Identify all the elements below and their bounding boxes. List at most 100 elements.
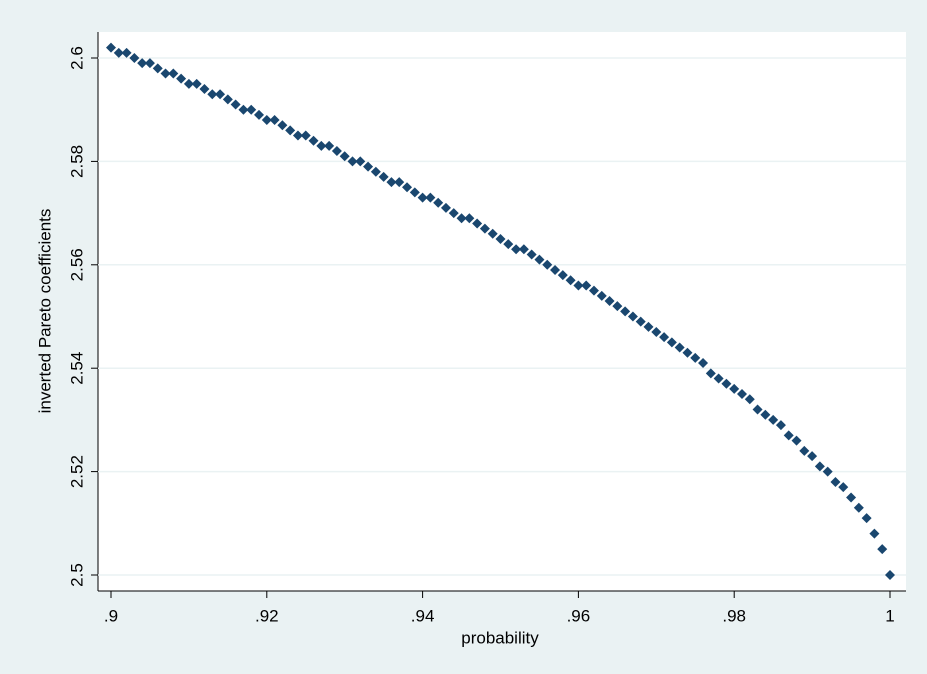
data-point	[596, 290, 607, 301]
y-tick-label: 2.56	[67, 248, 86, 281]
data-point	[627, 311, 638, 322]
data-point	[324, 140, 335, 151]
x-tick-label: .98	[722, 606, 746, 625]
data-point	[511, 244, 522, 255]
data-point	[838, 482, 849, 493]
y-tick-label: 2.6	[67, 46, 86, 70]
data-point	[300, 130, 311, 141]
data-point	[620, 306, 631, 317]
data-point	[557, 270, 568, 281]
data-point	[254, 109, 265, 120]
data-point	[518, 244, 529, 255]
data-point	[705, 368, 716, 379]
data-point	[363, 161, 374, 172]
y-tick-label: 2.54	[67, 352, 86, 385]
data-point	[487, 228, 498, 239]
data-point	[378, 171, 389, 182]
data-point	[417, 192, 428, 203]
data-point	[433, 197, 444, 208]
data-point	[207, 89, 218, 100]
x-tick-label: 1	[885, 606, 894, 625]
data-point	[355, 156, 366, 167]
data-point	[191, 78, 202, 89]
data-point	[339, 151, 350, 162]
data-point	[176, 73, 187, 84]
data-point	[830, 476, 841, 487]
data-point	[425, 192, 436, 203]
data-point	[269, 115, 280, 126]
data-point	[285, 125, 296, 136]
data-point	[861, 513, 872, 524]
data-point	[503, 239, 514, 250]
data-point	[394, 177, 405, 188]
data-point	[775, 420, 786, 431]
data-point	[456, 213, 467, 224]
data-point	[440, 202, 451, 213]
data-point	[635, 316, 646, 327]
y-tick-label: 2.58	[67, 145, 86, 178]
data-point	[659, 332, 670, 343]
data-point	[643, 321, 654, 332]
data-point	[612, 301, 623, 312]
data-point	[651, 327, 662, 338]
data-point	[752, 404, 763, 415]
x-tick-label: .92	[255, 606, 279, 625]
data-point	[713, 373, 724, 384]
data-point	[807, 451, 818, 462]
data-point	[604, 295, 615, 306]
plot-area	[98, 32, 906, 591]
data-point	[682, 347, 693, 358]
data-point	[822, 466, 833, 477]
data-point	[526, 249, 537, 260]
data-point	[846, 492, 857, 503]
data-point	[674, 342, 685, 353]
data-point	[316, 140, 327, 151]
data-point	[885, 570, 895, 580]
x-axis-label: probability	[461, 628, 539, 647]
data-point	[215, 89, 226, 100]
x-tick-label: .9	[104, 606, 118, 625]
data-point	[308, 135, 319, 146]
data-point	[573, 280, 584, 291]
data-point	[183, 78, 194, 89]
data-point	[479, 223, 490, 234]
data-point	[853, 502, 864, 513]
data-point	[729, 383, 740, 394]
data-point	[199, 84, 210, 95]
data-point	[736, 389, 747, 400]
data-point	[129, 53, 140, 63]
data-point	[152, 63, 163, 74]
y-axis-label: inverted Pareto coefficients	[35, 209, 54, 414]
data-point	[542, 259, 553, 270]
data-point	[565, 275, 576, 286]
data-point	[347, 156, 358, 167]
data-point	[581, 280, 592, 291]
data-point	[698, 358, 709, 369]
x-tick-label: .94	[411, 606, 435, 625]
data-point	[222, 94, 233, 105]
data-point	[370, 166, 381, 177]
data-point	[666, 337, 677, 348]
data-point	[721, 378, 732, 389]
data-point	[331, 146, 342, 157]
data-point	[869, 528, 880, 539]
data-point	[760, 409, 771, 420]
data-point	[768, 414, 779, 425]
data-point	[690, 352, 701, 363]
data-point	[106, 42, 116, 53]
data-point	[113, 47, 124, 58]
data-point	[246, 104, 257, 115]
data-point	[814, 461, 825, 472]
data-point	[791, 435, 802, 446]
data-point	[464, 213, 475, 224]
data-point	[292, 130, 303, 141]
data-point	[744, 394, 755, 405]
data-point	[230, 99, 241, 110]
data-point	[783, 430, 794, 441]
data-point	[238, 104, 249, 115]
data-point	[550, 264, 561, 275]
y-tick-label: 2.52	[67, 455, 86, 488]
data-point	[160, 68, 171, 79]
data-point	[534, 254, 545, 265]
